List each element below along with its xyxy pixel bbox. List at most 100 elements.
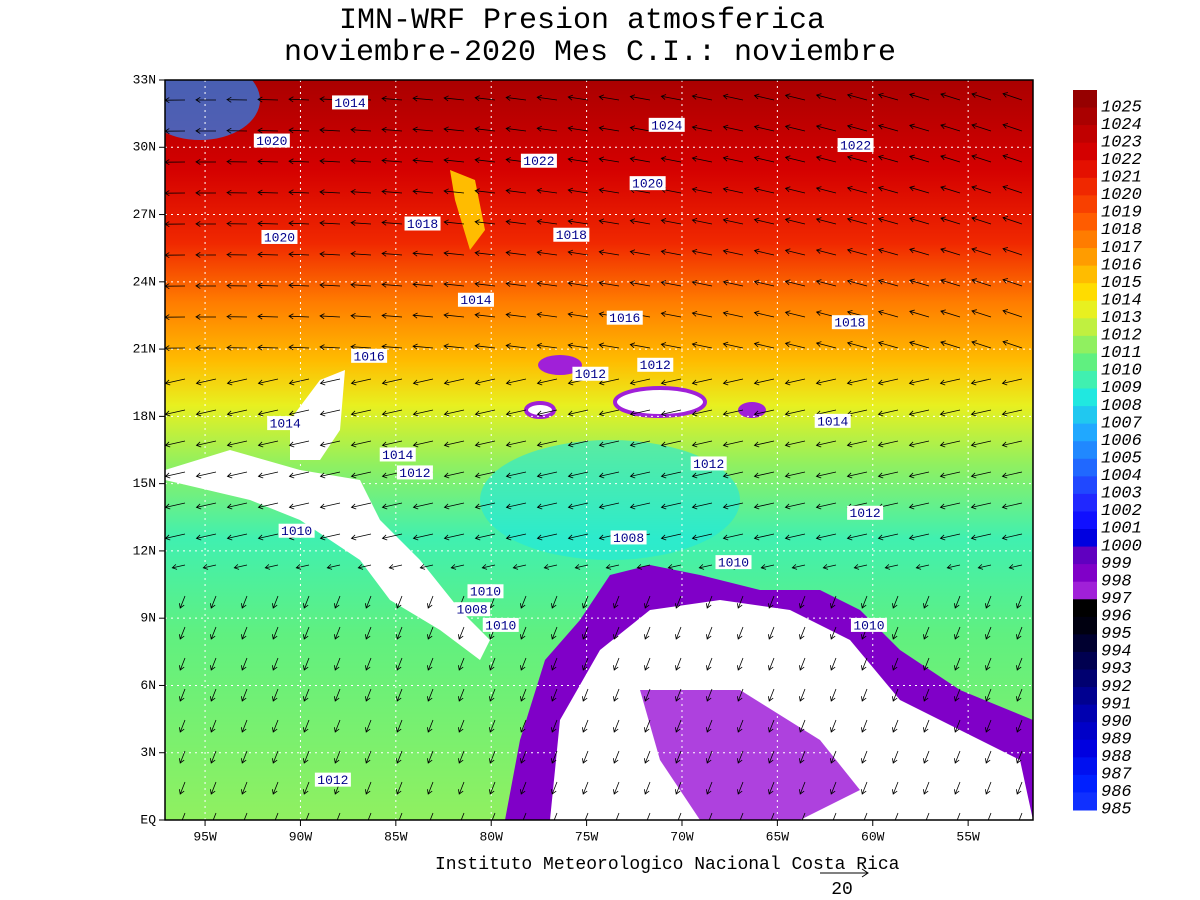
wind-arrow — [520, 626, 527, 640]
wind-arrow — [396, 657, 403, 671]
wind-arrow — [474, 250, 496, 257]
wind-arrow — [243, 812, 248, 820]
contour-label-box — [648, 117, 685, 132]
wind-arrow — [784, 93, 806, 101]
wind-arrow — [598, 342, 620, 349]
wind-arrow — [1002, 154, 1023, 163]
wind-arrow — [954, 688, 961, 702]
colorbar-swatch — [1073, 300, 1097, 319]
wind-arrow — [412, 440, 434, 448]
wind-arrow — [195, 252, 217, 258]
wind-arrow — [613, 657, 620, 671]
wind-arrow — [443, 95, 465, 102]
wind-arrow — [241, 750, 248, 764]
wind-arrow — [226, 471, 248, 479]
wind-arrow — [815, 533, 837, 541]
wind-arrow — [722, 409, 744, 417]
wind-arrow — [536, 409, 558, 417]
wind-arrow — [770, 812, 775, 820]
wind-arrow — [613, 750, 620, 764]
wind-arrow — [195, 97, 217, 103]
wind-arrow — [675, 750, 682, 764]
wind-arrow — [940, 278, 961, 287]
footer: Instituto Meteorologico Nacional Costa R… — [435, 855, 900, 875]
colorbar-label: 989 — [1101, 730, 1132, 749]
wind-arrow — [412, 95, 434, 102]
wind-arrow — [195, 502, 217, 510]
wind-arrow — [474, 409, 496, 417]
wind-arrow — [737, 657, 744, 671]
wind-arrow — [398, 812, 403, 820]
wind-arrow — [582, 781, 589, 795]
wind-arrow — [536, 378, 558, 386]
colorbar-swatch — [1073, 669, 1097, 688]
wind-arrow — [799, 657, 806, 671]
wind-arrow — [939, 471, 961, 479]
contour-label: 1008 — [613, 531, 644, 546]
wind-arrow — [334, 657, 341, 671]
wind-arrow — [226, 96, 248, 103]
wind-arrow — [985, 781, 992, 795]
wind-arrow — [458, 626, 465, 640]
wind-arrow — [195, 190, 217, 196]
colorbar-label: 1021 — [1101, 169, 1142, 188]
wind-arrow — [505, 409, 527, 417]
wind-arrow — [846, 217, 868, 225]
colorbar-swatch — [1073, 599, 1097, 618]
wind-arrow — [939, 502, 961, 510]
wind-arrow — [257, 533, 279, 541]
land-central-america — [165, 450, 490, 660]
contour-label-box — [637, 357, 674, 372]
wind-arrow — [443, 250, 465, 257]
contour-label: 1008 — [457, 603, 488, 618]
wind-arrow — [598, 125, 620, 132]
wind-arrow — [784, 279, 806, 287]
wind-arrow — [551, 688, 558, 702]
wind-arrow — [629, 94, 651, 101]
wind-arrow — [443, 188, 465, 195]
wind-arrow — [722, 341, 744, 349]
wind-arrow — [691, 217, 713, 225]
colorbar-swatch — [1073, 353, 1097, 372]
wind-arrow — [474, 502, 496, 510]
wind-arrow — [691, 186, 713, 194]
wind-arrow — [768, 719, 775, 733]
wind-arrow — [522, 812, 527, 820]
colorbar-label: 1005 — [1101, 449, 1142, 468]
wind-arrow — [660, 280, 682, 287]
contour-label-box — [261, 229, 298, 244]
wind-arrow — [768, 781, 775, 795]
colorbar-swatch — [1073, 388, 1097, 407]
wind-arrow — [923, 719, 930, 733]
wind-arrow — [1016, 657, 1023, 671]
colorbar-label: 1006 — [1101, 432, 1142, 451]
wind-arrow — [257, 251, 279, 258]
contour-label: 1016 — [609, 311, 640, 326]
wind-arrow — [257, 471, 279, 479]
wind-arrow — [830, 595, 837, 609]
wind-arrow — [553, 812, 558, 820]
wind-arrow — [753, 378, 775, 386]
wind-arrow — [334, 688, 341, 702]
wind-arrow — [567, 187, 589, 194]
wind-arrow — [706, 688, 713, 702]
wind-arrow — [551, 750, 558, 764]
wind-arrow — [1002, 309, 1023, 318]
wind-arrow — [210, 719, 217, 733]
island — [613, 386, 707, 418]
wind-arrow — [319, 313, 341, 320]
wind-arrow — [940, 92, 961, 101]
wind-arrow — [520, 719, 527, 733]
wind-arrow — [753, 155, 775, 163]
wind-arrow — [799, 595, 806, 609]
wind-arrow — [396, 719, 403, 733]
wind-arrow — [474, 312, 496, 319]
wind-arrow — [226, 220, 248, 227]
colorbar-swatch — [1073, 476, 1097, 495]
wind-arrow — [195, 221, 217, 227]
wind-arrow — [815, 248, 837, 256]
wind-arrow — [753, 93, 775, 101]
wind-arrow — [846, 440, 868, 448]
wind-arrow — [179, 626, 186, 640]
y-tick-label: 27N — [133, 207, 156, 222]
